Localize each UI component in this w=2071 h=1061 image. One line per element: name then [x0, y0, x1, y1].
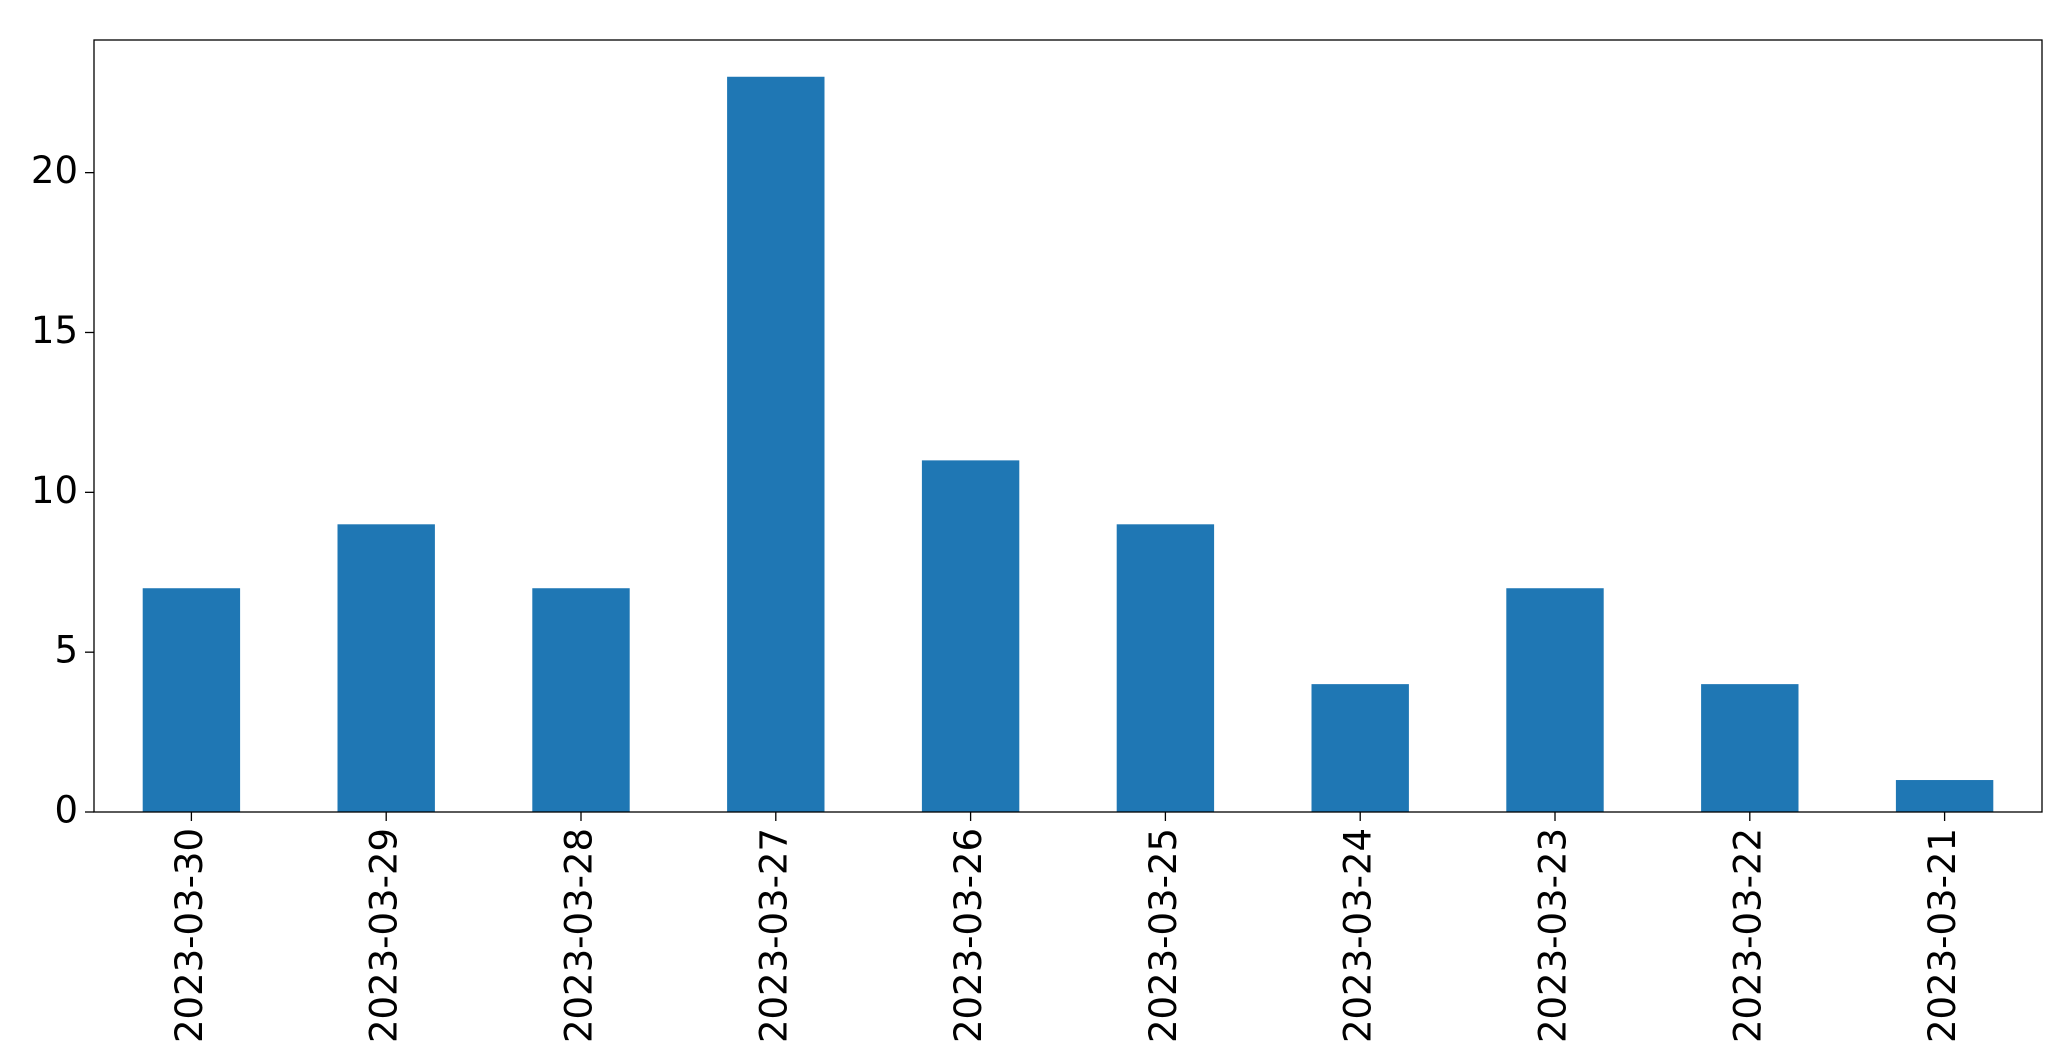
x-tick-label: 2023-03-26 [947, 828, 990, 1043]
y-tick-label: 5 [54, 629, 78, 672]
bar [337, 524, 435, 812]
x-tick-label: 2023-03-21 [1921, 828, 1964, 1043]
bar [1506, 588, 1604, 812]
x-tick-label: 2023-03-22 [1726, 828, 1769, 1043]
x-tick-label: 2023-03-25 [1142, 828, 1185, 1043]
bar [1116, 524, 1215, 812]
y-tick-label: 10 [31, 469, 78, 512]
axes-frame [93, 39, 2043, 813]
x-tick-label: 2023-03-28 [558, 828, 601, 1043]
bar [142, 588, 241, 812]
y-tick-label: 20 [31, 149, 78, 192]
x-tick-label: 2023-03-29 [363, 828, 406, 1043]
x-tick-label: 2023-03-30 [168, 828, 211, 1043]
x-tick-label: 2023-03-27 [752, 828, 795, 1043]
x-tick-label: 2023-03-24 [1337, 828, 1380, 1043]
bar [1311, 684, 1409, 812]
y-tick-label: 0 [54, 789, 78, 832]
bar [921, 460, 1020, 812]
bar [1701, 684, 1799, 812]
x-tick-label: 2023-03-23 [1532, 828, 1575, 1043]
bar [727, 76, 825, 812]
plot-area: 0 5 10 15 20 2023-03-30 2023-03-29 2023-03-28 20… [31, 76, 1994, 1043]
bar [1895, 780, 1994, 812]
y-tick-label: 15 [31, 309, 78, 352]
bar [532, 588, 630, 812]
